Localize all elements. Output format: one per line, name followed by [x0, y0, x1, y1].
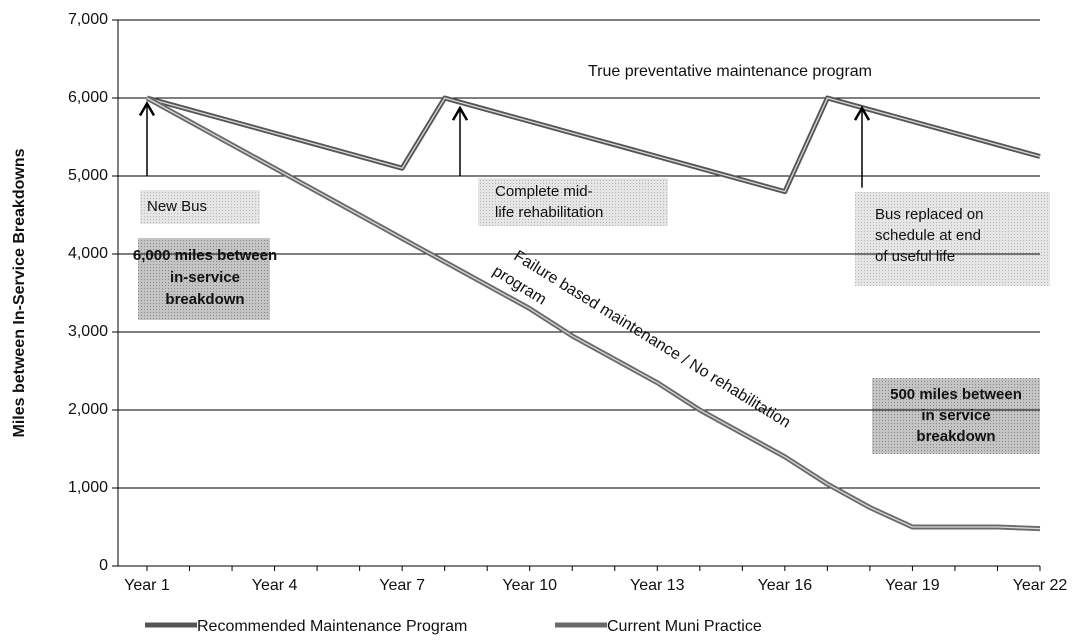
arrow-head [853, 105, 871, 121]
annotation-text: 6,000 miles between [133, 247, 277, 264]
annotation-text: breakdown [165, 291, 244, 308]
y-tick-label: 0 [99, 557, 108, 574]
annotation-text: breakdown [916, 428, 995, 445]
x-tick-label: Year 10 [502, 577, 557, 594]
x-tick-label: Year 16 [758, 577, 813, 594]
x-tick-label: Year 13 [630, 577, 685, 594]
annotation-text: Bus replaced on [875, 206, 983, 223]
annotation: 500 miles between in service breakdown [890, 386, 1022, 445]
y-tick-label: 6,000 [68, 89, 108, 106]
annotation-text: of useful life [875, 248, 955, 265]
x-tick-label: Year 7 [379, 577, 425, 594]
annotation-text: schedule at end [875, 227, 981, 244]
annotation-box [140, 190, 260, 224]
y-axis-label: Miles between In-Service Breakdowns [11, 148, 28, 437]
y-tick-label: 3,000 [68, 323, 108, 340]
annotation-box [872, 378, 1040, 454]
x-tick-label: Year 1 [124, 577, 170, 594]
annotation-text: Complete mid- [495, 183, 593, 200]
x-tick-label: Year 22 [1013, 577, 1068, 594]
annotation-box [138, 238, 270, 320]
y-tick-label: 2,000 [68, 401, 108, 418]
annotation: Failure based maintenance / No rehabilit… [490, 248, 794, 432]
y-tick-label: 7,000 [68, 11, 108, 28]
annotation-text: life rehabilitation [495, 204, 603, 221]
annotation-box [478, 178, 668, 226]
arrow-head [451, 105, 469, 121]
annotation-text: Failure based maintenance / No rehabilit… [511, 248, 794, 432]
series-line [146, 95, 1041, 195]
x-tick-label: Year 19 [885, 577, 940, 594]
annotation-text: in service [921, 407, 990, 424]
y-tick-label: 4,000 [68, 245, 108, 262]
annotation: Complete mid-life rehabilitation [495, 183, 603, 221]
annotation: True preventative maintenance program [588, 63, 872, 80]
annotation-boxes [138, 178, 1050, 454]
y-tick-label: 1,000 [68, 479, 108, 496]
annotation-text: True preventative maintenance program [588, 63, 872, 80]
legend-label: Recommended Maintenance Program [197, 618, 467, 635]
legend-label: Current Muni Practice [607, 618, 762, 635]
annotation-text: in-service [170, 269, 240, 286]
x-tick-label: Year 4 [252, 577, 298, 594]
y-tick-label: 5,000 [68, 167, 108, 184]
annotation: Bus replaced on schedule at end of useful … [875, 206, 983, 265]
annotation-text: New Bus [147, 198, 207, 215]
annotation-text: 500 miles between [890, 386, 1022, 403]
arrow-head [138, 100, 156, 117]
annotation-box [855, 192, 1050, 286]
series-line-highlight [146, 97, 1041, 193]
annotation: 6,000 miles between in-service breakdown [133, 247, 277, 308]
annotation: New Bus [147, 198, 207, 215]
series-line-highlight [146, 97, 1041, 530]
